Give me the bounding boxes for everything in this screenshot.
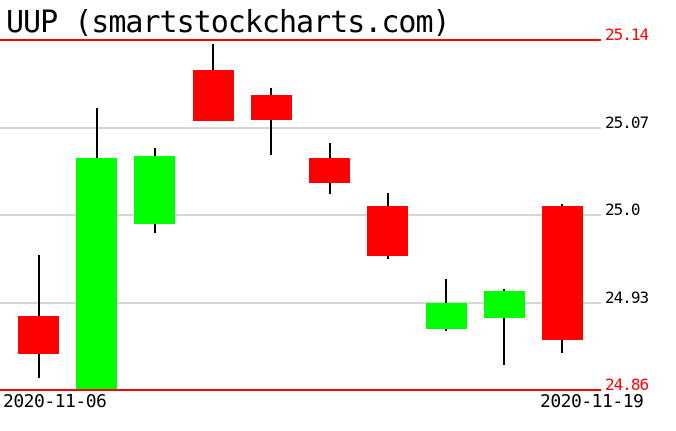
y-axis-label: 24.93 bbox=[605, 287, 649, 307]
candle-body bbox=[425, 302, 467, 329]
candle-body bbox=[367, 206, 409, 257]
y-axis-label: 25.07 bbox=[605, 112, 649, 132]
candle-body bbox=[76, 157, 118, 389]
candle-body bbox=[192, 70, 234, 122]
chart-title: UUP (smartstockcharts.com) bbox=[6, 5, 451, 40]
grid-line bbox=[0, 126, 601, 129]
x-axis-label: 2020-11-19 bbox=[540, 391, 644, 412]
candle-body bbox=[18, 316, 59, 354]
candle-body bbox=[250, 95, 292, 120]
y-axis-label: 25.0 bbox=[605, 200, 641, 219]
candle-body bbox=[483, 291, 525, 318]
candle-body bbox=[541, 206, 583, 340]
x-axis-label: 2020-11-06 bbox=[3, 391, 107, 412]
candle-body bbox=[309, 157, 351, 183]
grid-line bbox=[0, 301, 601, 304]
y-axis-label: 25.14 bbox=[605, 25, 649, 44]
level-line bbox=[0, 389, 601, 391]
level-line bbox=[0, 39, 601, 41]
grid-line bbox=[0, 214, 601, 216]
candle-wick bbox=[270, 87, 273, 155]
candle-body bbox=[134, 156, 176, 224]
candle-wick bbox=[503, 288, 506, 365]
y-axis-label: 24.86 bbox=[605, 375, 649, 394]
